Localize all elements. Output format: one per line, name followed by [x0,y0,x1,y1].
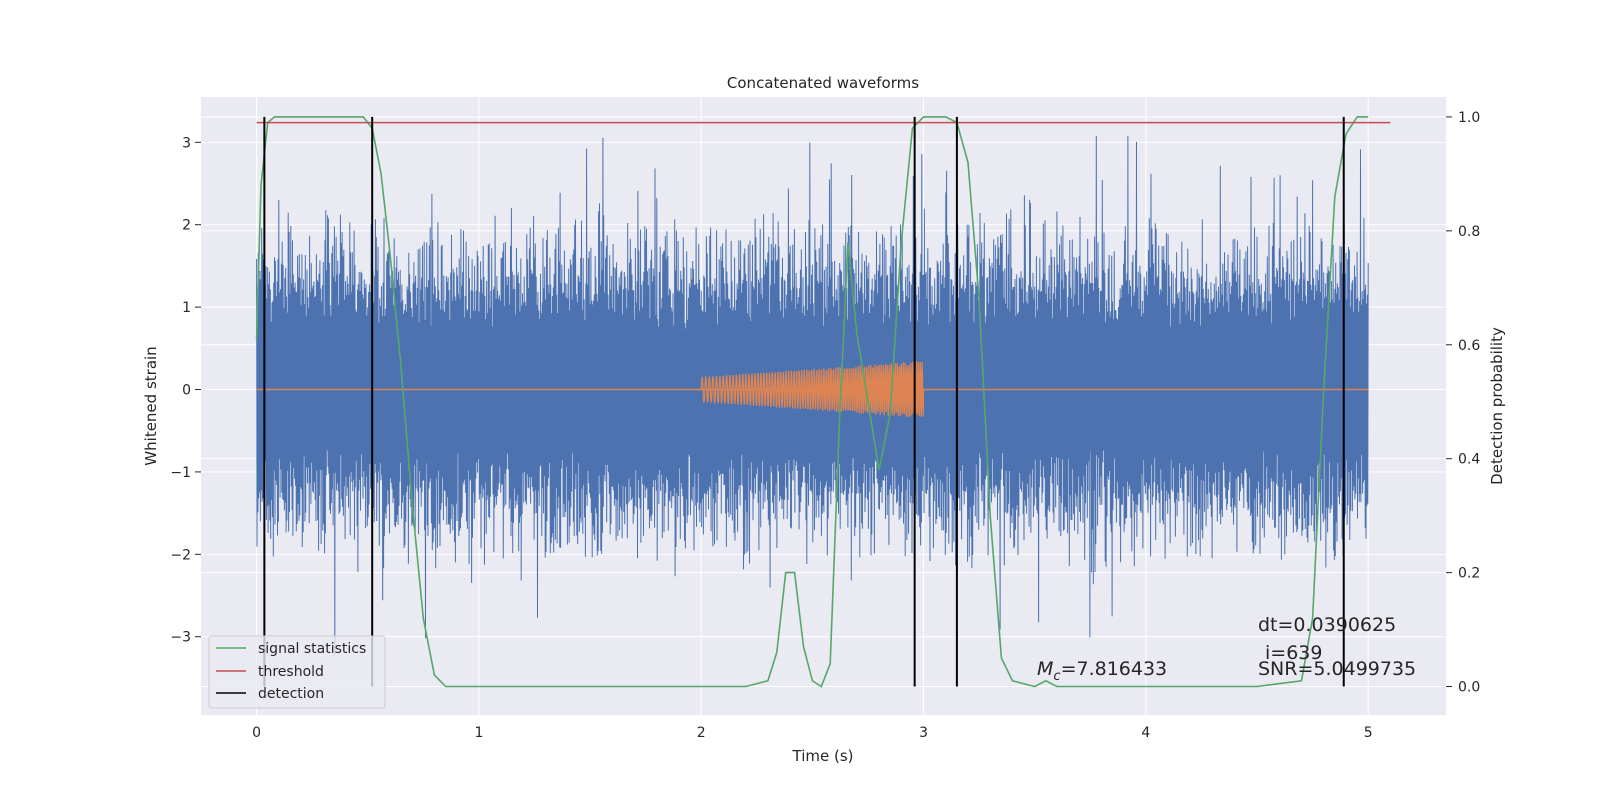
x-tick-label: 3 [919,725,928,741]
legend-box [208,635,386,709]
x-tick-label: 5 [1364,725,1373,741]
right-y-tick-label: 0.4 [1458,452,1480,468]
x-axis-ticks: 0 1 2 3 4 5 [252,725,1373,741]
i-annotation: i=639 [1265,642,1322,664]
legend: signal statistics threshold detection [208,635,386,709]
dt-annotation: dt=0.0390625 [1258,614,1396,636]
strain-series [256,135,1369,656]
chirp-mass-annotation: Mc=7.816433 [1037,658,1167,684]
right-y-axis-label: Detection probability [1488,327,1506,485]
x-tick-label: 1 [474,725,483,741]
y-axis-ticks: −3 −2 −1 0 1 2 3 [170,135,201,646]
right-y-tick-label: 1.0 [1458,110,1480,126]
snr-annotation: SNR=5.0499735 [1258,658,1416,680]
chirp-mass-symbol: M [1037,658,1053,680]
y-tick-label: −1 [170,465,191,481]
right-y-tick-label: 0.8 [1458,224,1480,240]
x-tick-label: 2 [697,725,706,741]
detection-series [263,116,1345,687]
right-y-tick-label: 0.2 [1458,566,1480,582]
y-axis-label: Whitened strain [142,346,160,465]
y-tick-label: 3 [182,135,191,151]
y-tick-label: −3 [170,630,191,646]
legend-label-signal-statistics: signal statistics [258,641,366,657]
right-y-tick-label: 0.6 [1458,338,1480,354]
x-axis-label: Time (s) [792,747,854,765]
plot-area [255,116,1391,688]
right-y-tick-label: 0.0 [1458,680,1480,696]
y-tick-label: 0 [182,383,191,399]
y-tick-label: 2 [182,218,191,234]
template-series [700,361,925,418]
right-y-axis-ticks: 0.0 0.2 0.4 0.6 0.8 1.0 [1446,110,1480,696]
legend-label-threshold: threshold [258,664,324,680]
chart-title: Concatenated waveforms [727,74,919,92]
x-tick-label: 0 [252,725,261,741]
legend-label-detection: detection [258,686,324,702]
x-tick-label: 4 [1141,725,1150,741]
y-tick-label: −2 [170,547,191,563]
y-tick-label: 1 [182,300,191,316]
chirp-mass-subscript: c [1053,669,1060,684]
chirp-mass-value: =7.816433 [1061,658,1168,680]
signal-statistics-series [255,116,1369,688]
